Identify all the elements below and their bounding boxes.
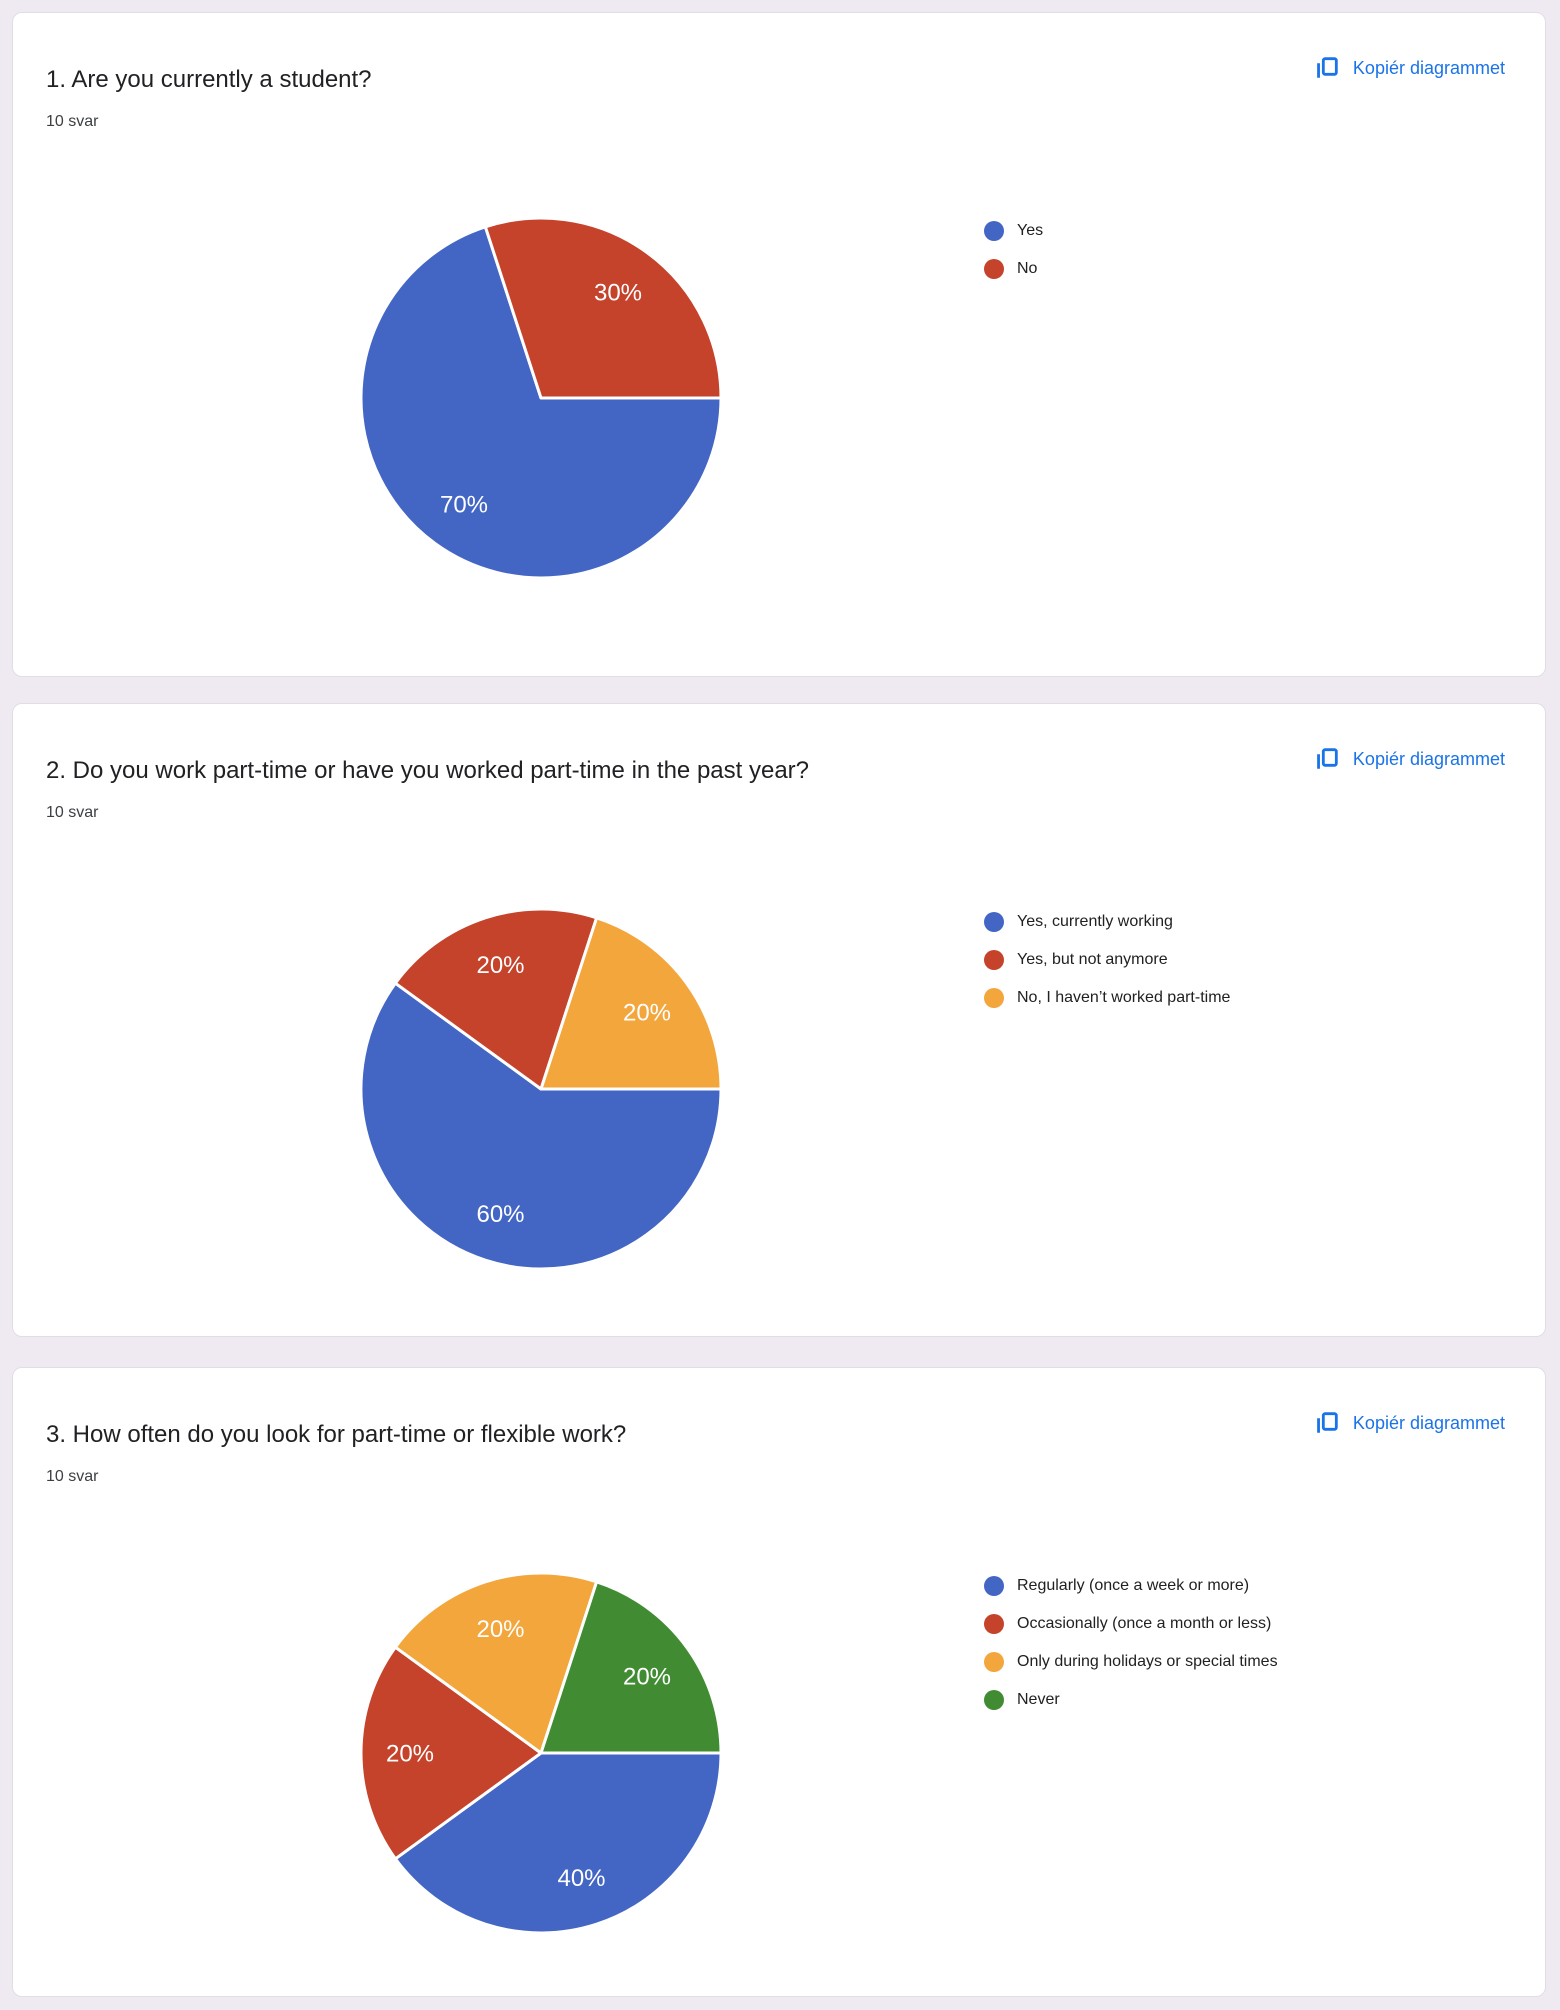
pie-chart: 70% 30% — [359, 216, 723, 580]
legend-item: No, I haven’t worked part-time — [984, 979, 1230, 1017]
copy-chart-label: Kopiér diagrammet — [1352, 748, 1505, 769]
question-title: 1. Are you currently a student? — [46, 66, 372, 93]
response-count: 10 svar — [46, 1468, 99, 1485]
question-card-1: 1. Are you currently a student? Kopiér d… — [12, 12, 1546, 677]
legend-label: Yes — [1017, 222, 1044, 239]
question-title: 2. Do you work part-time or have you wor… — [46, 757, 810, 784]
legend-label: Regularly (once a week or more) — [1017, 1577, 1250, 1594]
legend-swatch — [984, 1690, 1004, 1710]
pie-slice-value-label: 20% — [623, 999, 671, 1026]
legend-label: Never — [1017, 1691, 1060, 1708]
chart-area: 60% 20% 20% Yes, currently working Yes, but… — [13, 704, 1545, 1336]
pie-slice-value-label: 20% — [476, 952, 524, 979]
legend-item: Yes — [984, 212, 1043, 250]
chart-legend: Regularly (once a week or more) Occasiona… — [984, 1567, 1278, 1719]
legend-item: No — [984, 250, 1043, 288]
pie-slice-value-label: 20% — [623, 1663, 671, 1690]
chart-legend: Yes, currently working Yes, but not anymo… — [984, 903, 1230, 1017]
legend-swatch — [984, 259, 1004, 279]
legend-item: Occasionally (once a month or less) — [984, 1605, 1278, 1643]
pie-slice-value-label: 20% — [386, 1740, 434, 1767]
legend-swatch — [984, 1652, 1004, 1672]
legend-swatch — [984, 1614, 1004, 1634]
legend-item: Only during holidays or special times — [984, 1643, 1278, 1681]
pie-slice-value-label: 70% — [440, 491, 488, 518]
pie-slice-3 — [539, 916, 723, 1091]
copy-chart-label: Kopiér diagrammet — [1352, 1412, 1505, 1433]
chart-area: 40% 20% 20% 20% Regularly (once a week or m… — [13, 1368, 1545, 1996]
pie-slice-2 — [359, 1645, 543, 1861]
legend-label: Occasionally (once a month or less) — [1017, 1615, 1272, 1632]
card-header: 1. Are you currently a student? Kopiér d… — [13, 13, 1545, 95]
pie-slice-2 — [483, 216, 723, 400]
pie-chart: 40% 20% 20% 20% — [359, 1571, 723, 1935]
copy-icon — [1317, 1412, 1338, 1433]
legend-item: Never — [984, 1681, 1278, 1719]
pie-slice-value-label: 30% — [594, 279, 642, 306]
question-card-2: 2. Do you work part-time or have you wor… — [12, 703, 1546, 1337]
question-title: 3. How often do you look for part-time o… — [46, 1421, 627, 1448]
copy-chart-button[interactable]: Kopiér diagrammet — [1314, 55, 1505, 81]
pie-chart: 60% 20% 20% — [359, 907, 723, 1271]
legend-swatch — [984, 221, 1004, 241]
legend-swatch — [984, 988, 1004, 1008]
pie-slice-1 — [359, 981, 723, 1271]
pie-slice-value-label: 60% — [476, 1201, 524, 1228]
legend-item: Yes, currently working — [984, 903, 1230, 941]
pie-slice-1 — [359, 225, 723, 580]
copy-icon — [1317, 748, 1338, 769]
legend-label: Only during holidays or special times — [1017, 1653, 1278, 1670]
pie-slice-3 — [393, 1571, 599, 1755]
chart-legend: Yes No — [984, 212, 1043, 288]
legend-item: Yes, but not anymore — [984, 941, 1230, 979]
pie-slice-value-label: 40% — [557, 1865, 605, 1892]
copy-icon — [1317, 57, 1338, 78]
pie-slice-1 — [393, 1751, 723, 1935]
legend-swatch — [984, 950, 1004, 970]
copy-chart-label: Kopiér diagrammet — [1352, 57, 1505, 78]
card-header: 2. Do you work part-time or have you wor… — [13, 704, 1545, 786]
legend-label: Yes, but not anymore — [1017, 951, 1168, 968]
legend-item: Regularly (once a week or more) — [984, 1567, 1278, 1605]
card-header: 3. How often do you look for part-time o… — [13, 1368, 1545, 1450]
question-card-3: 3. How often do you look for part-time o… — [12, 1367, 1546, 1997]
pie-slice-2 — [393, 907, 599, 1091]
pie-slice-value-label: 20% — [476, 1616, 524, 1643]
legend-label: No, I haven’t worked part-time — [1017, 989, 1231, 1006]
response-count: 10 svar — [46, 113, 99, 130]
legend-swatch — [984, 1576, 1004, 1596]
legend-label: Yes, currently working — [1017, 913, 1173, 930]
legend-label: No — [1017, 260, 1038, 277]
pie-slice-4 — [539, 1580, 723, 1755]
copy-chart-button[interactable]: Kopiér diagrammet — [1314, 746, 1505, 772]
legend-swatch — [984, 912, 1004, 932]
copy-chart-button[interactable]: Kopiér diagrammet — [1314, 1410, 1505, 1436]
response-count: 10 svar — [46, 804, 99, 821]
